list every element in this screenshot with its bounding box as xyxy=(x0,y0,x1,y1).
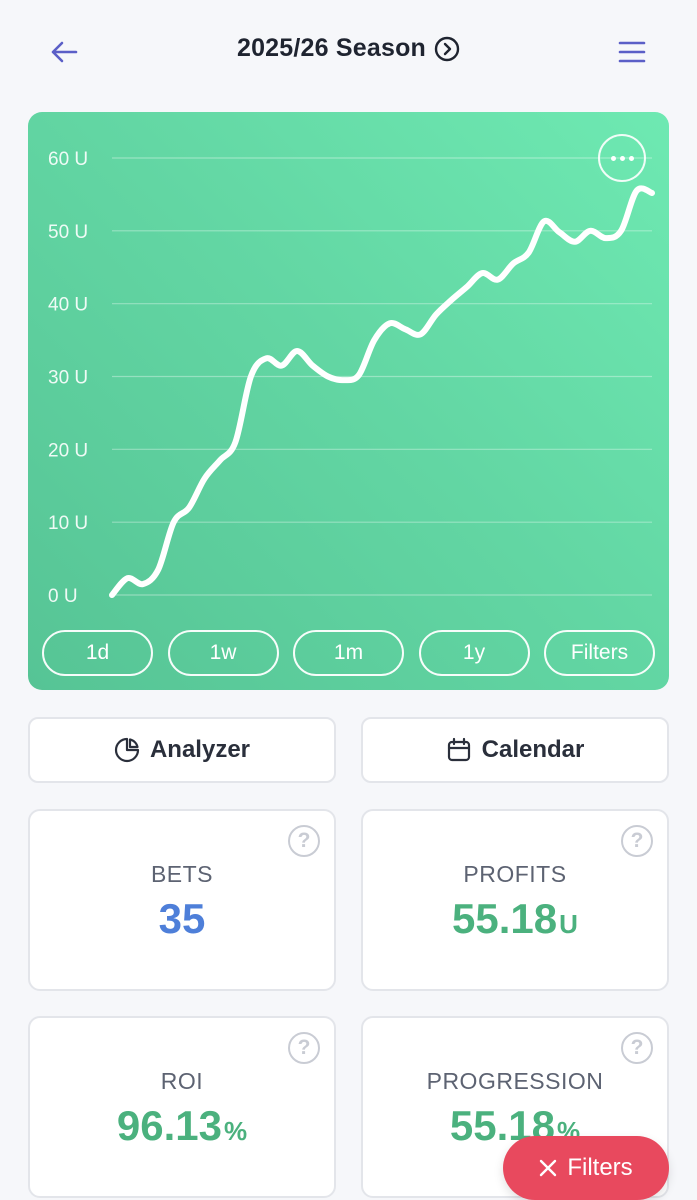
calendar-label: Calendar xyxy=(481,736,585,763)
profits-card: ? PROFITS 55.18U xyxy=(361,809,669,991)
profits-unit: U xyxy=(559,909,578,939)
profits-label: PROFITS xyxy=(463,861,567,887)
more-options-icon[interactable] xyxy=(598,134,646,182)
y-tick-label: 30 U xyxy=(48,368,88,389)
calendar-button[interactable]: Calendar xyxy=(361,717,669,783)
hamburger-menu-icon[interactable] xyxy=(612,32,652,72)
top-bar: 2025/26 Season xyxy=(0,0,697,104)
help-icon[interactable]: ? xyxy=(621,1032,653,1064)
roi-unit: % xyxy=(223,1116,248,1146)
analyzer-label: Analyzer xyxy=(149,736,251,763)
chevron-right-circle-icon[interactable] xyxy=(434,36,460,62)
y-tick-label: 60 U xyxy=(48,149,88,170)
roi-label: ROI xyxy=(160,1068,204,1094)
y-tick-label: 10 U xyxy=(48,513,88,534)
help-icon[interactable]: ? xyxy=(288,825,320,857)
close-icon xyxy=(540,1159,557,1177)
range-button-1m[interactable]: 1m xyxy=(293,630,404,676)
profit-series-line xyxy=(109,185,655,598)
range-button-1d[interactable]: 1d xyxy=(42,630,153,676)
analyzer-button[interactable]: Analyzer xyxy=(28,717,336,783)
calendar-icon xyxy=(447,737,470,762)
bets-value: 35 xyxy=(158,895,206,942)
y-tick-label: 20 U xyxy=(48,440,88,461)
roi-card: ? ROI 96.13% xyxy=(28,1016,336,1198)
profit-line-chart: 0 U 10 U 20 U 30 U 40 U 50 U 60 U xyxy=(48,149,655,607)
range-button-1y[interactable]: 1y xyxy=(418,630,530,676)
bets-card: ? BETS 35 xyxy=(28,809,336,991)
season-title-wrap[interactable]: 2025/26 Season xyxy=(0,34,697,63)
y-tick-label: 0 U xyxy=(48,586,78,607)
bets-label: BETS xyxy=(150,861,214,887)
y-tick-label: 50 U xyxy=(48,222,88,243)
chart-filters-button[interactable]: Filters xyxy=(544,630,655,676)
range-selector: 1d 1w 1m 1y Filters xyxy=(42,630,655,676)
profits-value: 55.18U xyxy=(452,895,578,942)
help-icon[interactable]: ? xyxy=(621,825,653,857)
profit-chart-card: 0 U 10 U 20 U 30 U 40 U 50 U 60 U 1d 1w 1m 1y … xyxy=(28,112,669,690)
progression-value: 55.18% xyxy=(449,1102,581,1149)
progression-label: PROGRESSION xyxy=(426,1068,604,1094)
pie-chart-icon xyxy=(114,737,140,763)
range-button-1w[interactable]: 1w xyxy=(167,630,279,676)
filters-fab-label: Filters xyxy=(567,1154,633,1181)
roi-value: 96.13% xyxy=(116,1102,248,1149)
y-tick-label: 40 U xyxy=(48,295,88,316)
help-icon[interactable]: ? xyxy=(288,1032,320,1064)
filters-fab-button[interactable]: Filters xyxy=(503,1136,669,1200)
page-title[interactable]: 2025/26 Season xyxy=(236,34,427,62)
back-arrow-icon[interactable] xyxy=(44,32,84,72)
